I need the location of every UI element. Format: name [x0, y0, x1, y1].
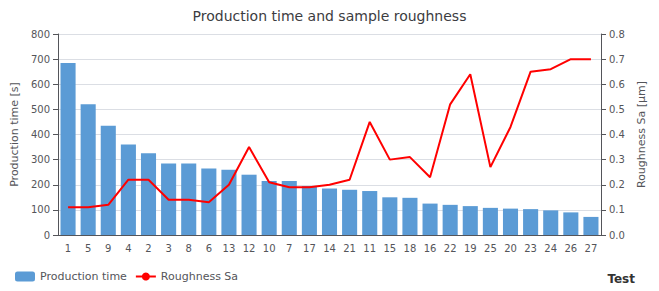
svg-text:8: 8	[186, 243, 192, 254]
svg-text:500: 500	[31, 104, 50, 115]
svg-text:Production time: Production time	[40, 270, 127, 283]
svg-text:10: 10	[263, 243, 276, 254]
svg-text:27: 27	[585, 243, 598, 254]
svg-text:Production time [s]: Production time [s]	[8, 82, 21, 187]
svg-text:200: 200	[31, 179, 50, 190]
svg-text:13: 13	[223, 243, 236, 254]
svg-text:0.7: 0.7	[609, 54, 625, 65]
svg-text:1: 1	[65, 243, 71, 254]
svg-text:0.1: 0.1	[609, 204, 625, 215]
svg-text:700: 700	[31, 54, 50, 65]
svg-text:25: 25	[484, 243, 497, 254]
svg-text:9: 9	[105, 243, 111, 254]
svg-text:400: 400	[31, 129, 50, 140]
svg-text:26: 26	[564, 243, 577, 254]
svg-text:18: 18	[404, 243, 417, 254]
svg-text:24: 24	[544, 243, 557, 254]
svg-text:11: 11	[363, 243, 376, 254]
svg-text:0.4: 0.4	[609, 129, 625, 140]
svg-text:Test: Test	[607, 272, 635, 286]
svg-text:0.3: 0.3	[609, 154, 625, 165]
svg-text:21: 21	[343, 243, 356, 254]
svg-text:14: 14	[323, 243, 336, 254]
svg-text:22: 22	[444, 243, 457, 254]
svg-text:Roughness Sa [μm]: Roughness Sa [μm]	[635, 81, 648, 188]
svg-text:0: 0	[44, 230, 50, 241]
svg-text:2: 2	[145, 243, 151, 254]
svg-text:15: 15	[383, 243, 396, 254]
svg-text:4: 4	[125, 243, 131, 254]
svg-text:0.6: 0.6	[609, 79, 625, 90]
svg-text:0.2: 0.2	[609, 179, 625, 190]
svg-text:0.0: 0.0	[609, 230, 625, 241]
svg-text:23: 23	[524, 243, 537, 254]
svg-text:6: 6	[206, 243, 212, 254]
svg-text:7: 7	[286, 243, 292, 254]
svg-text:800: 800	[31, 29, 50, 40]
svg-text:17: 17	[303, 243, 316, 254]
svg-text:3: 3	[165, 243, 171, 254]
svg-text:0.8: 0.8	[609, 29, 625, 40]
svg-text:300: 300	[31, 154, 50, 165]
svg-text:5: 5	[85, 243, 91, 254]
svg-text:600: 600	[31, 79, 50, 90]
svg-text:Production time and sample rou: Production time and sample roughness	[193, 8, 467, 24]
svg-text:0.5: 0.5	[609, 104, 625, 115]
svg-text:Roughness Sa: Roughness Sa	[161, 270, 238, 283]
svg-text:16: 16	[424, 243, 437, 254]
svg-text:20: 20	[504, 243, 517, 254]
svg-text:19: 19	[464, 243, 477, 254]
svg-text:100: 100	[31, 204, 50, 215]
svg-text:12: 12	[243, 243, 256, 254]
